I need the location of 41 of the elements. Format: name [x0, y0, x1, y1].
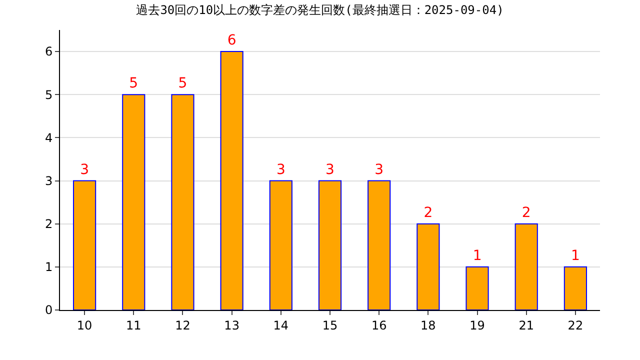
x-tick-label: 22	[568, 318, 584, 332]
data-label: 3	[374, 162, 384, 178]
data-label: 3	[326, 162, 334, 178]
x-tick-label: 19	[470, 318, 485, 332]
bar	[73, 180, 96, 310]
y-tick-label: 5	[44, 88, 53, 102]
chart-title: 過去30回の10以上の数字差の発生回数(最終抽選日：2025-09-04)	[136, 2, 504, 17]
y-tick-label: 0	[44, 303, 53, 318]
bar	[564, 266, 587, 310]
data-label: 1	[472, 248, 482, 264]
x-tick-label: 18	[420, 318, 436, 332]
x-tick-label: 21	[518, 318, 534, 332]
bar	[416, 223, 440, 310]
x-tick-label: 10	[76, 318, 92, 332]
bar	[269, 180, 292, 310]
data-label: 3	[276, 162, 286, 178]
x-tick-label: 15	[322, 318, 338, 332]
data-label: 6	[227, 32, 236, 49]
data-label: 2	[424, 204, 433, 221]
bar	[318, 180, 342, 310]
x-tick-label: 12	[175, 318, 190, 332]
bar	[466, 266, 489, 310]
y-tick-label: 6	[44, 44, 53, 59]
bar	[368, 180, 391, 310]
bar	[514, 223, 538, 310]
data-label: 5	[178, 76, 188, 92]
y-tick-label: 1	[44, 260, 53, 274]
data-label: 5	[129, 76, 138, 92]
data-label: 1	[570, 248, 580, 264]
y-tick-label: 2	[44, 217, 53, 232]
y-tick-label: 3	[44, 174, 53, 188]
data-label: 2	[522, 204, 531, 221]
bar	[122, 94, 146, 310]
data-label: 3	[80, 162, 90, 178]
y-tick-label: 4	[44, 130, 53, 145]
x-tick-label: 14	[273, 318, 289, 332]
bar	[220, 51, 244, 310]
x-tick-label: 11	[126, 318, 142, 332]
x-tick-label: 16	[371, 318, 387, 332]
bar	[171, 94, 194, 310]
x-tick-label: 13	[224, 318, 240, 332]
